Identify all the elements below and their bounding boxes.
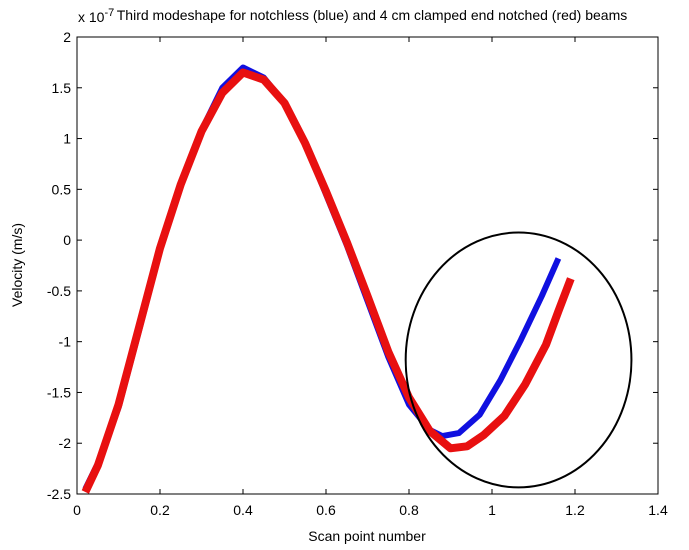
axes-box — [76, 36, 659, 495]
annotation-layer — [404, 231, 633, 489]
highlight-ellipse-0 — [404, 231, 633, 489]
x-axis-ticks: 0 0.2 0.4 0.6 0.8 1 1.2 1.4 — [73, 37, 668, 518]
y-tick-label: 2 — [63, 29, 71, 45]
y-tick-label: 0 — [63, 232, 71, 248]
series-line-1 — [81, 68, 575, 494]
y-tick-label: 1.5 — [52, 80, 72, 96]
y-tick-label: -1 — [59, 334, 72, 350]
y-tick-label: 1 — [63, 131, 71, 147]
plot-area — [76, 36, 659, 495]
x-tick-label: 1 — [488, 502, 496, 518]
x-tick-label: 0.2 — [150, 502, 170, 518]
y-tick-label: -1.5 — [47, 384, 71, 400]
y-tick-label: -2.5 — [47, 486, 71, 502]
series-layer — [81, 64, 575, 494]
x-tick-label: 0.4 — [233, 502, 253, 518]
y-tick-label: -2 — [59, 435, 72, 451]
x-tick-label: 0 — [73, 502, 81, 518]
y-tick-label: -0.5 — [47, 283, 71, 299]
y-exponent-power: -7 — [104, 7, 114, 19]
y-axis-ticks: -2.5 -2 -1.5 -1 -0.5 0 0.5 1 1.5 2 — [47, 29, 658, 502]
y-exponent-base: x 10 — [78, 9, 105, 25]
x-axis-label: Scan point number — [308, 528, 426, 544]
chart-title: Third modeshape for notchless (blue) and… — [117, 7, 628, 23]
x-tick-label: 0.8 — [399, 502, 419, 518]
y-axis-label: Velocity (m/s) — [9, 223, 25, 307]
x-tick-label: 0.6 — [316, 502, 336, 518]
x-tick-label: 1.2 — [565, 502, 585, 518]
x-tick-label: 1.4 — [648, 502, 668, 518]
y-tick-label: 0.5 — [52, 181, 72, 197]
y-exponent-label: x 10-7 — [78, 7, 114, 25]
